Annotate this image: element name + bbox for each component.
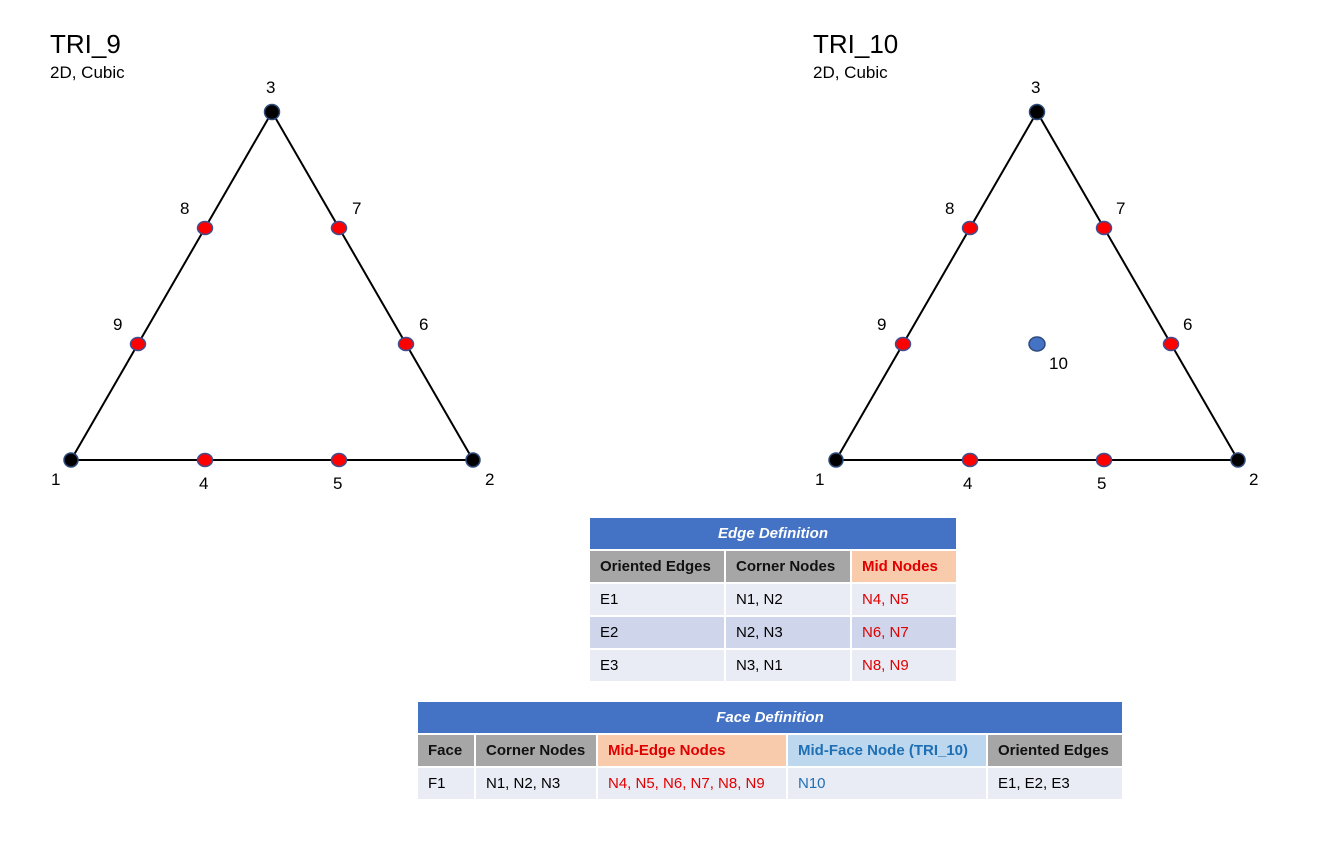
face-table-caption: Face Definition bbox=[418, 702, 1122, 733]
tri9-node-7 bbox=[330, 220, 348, 236]
tri10-node-3 bbox=[1028, 103, 1046, 121]
tri10-node-1 bbox=[828, 452, 844, 468]
tri9-diagram: 1 2 3 4 5 6 7 8 9 bbox=[51, 78, 494, 493]
table-row: E1 N1, N2 N4, N5 bbox=[590, 584, 956, 615]
edge-header-mid-nodes: Mid Nodes bbox=[852, 551, 956, 582]
tri9-node-4 bbox=[196, 452, 214, 468]
edge-header-oriented-edges: Oriented Edges bbox=[590, 551, 724, 582]
tri10-label-9: 9 bbox=[877, 315, 886, 334]
edge-cell: N1, N2 bbox=[726, 584, 850, 615]
tri10-label-7: 7 bbox=[1116, 199, 1125, 218]
tri9-node-2 bbox=[465, 452, 481, 468]
tri9-node-5 bbox=[330, 452, 348, 468]
tri9-subtitle: 2D, Cubic bbox=[50, 63, 125, 82]
edge-cell: N2, N3 bbox=[726, 617, 850, 648]
tri10-label-3: 3 bbox=[1031, 78, 1040, 97]
edge-cell: E2 bbox=[590, 617, 724, 648]
tri10-label-4: 4 bbox=[963, 474, 972, 493]
tri10-node-7 bbox=[1095, 220, 1113, 236]
face-header-mid-edge-nodes: Mid-Edge Nodes bbox=[598, 735, 786, 766]
tri9-label-9: 9 bbox=[113, 315, 122, 334]
face-header-corner-nodes: Corner Nodes bbox=[476, 735, 596, 766]
table-row: F1 N1, N2, N3 N4, N5, N6, N7, N8, N9 N10… bbox=[418, 768, 1122, 799]
edge-cell: N4, N5 bbox=[852, 584, 956, 615]
tri9-node-3 bbox=[263, 103, 281, 121]
tri9-label-8: 8 bbox=[180, 199, 189, 218]
tri9-label-2: 2 bbox=[485, 470, 494, 489]
tri9-node-1 bbox=[63, 452, 79, 468]
edge-cell: N8, N9 bbox=[852, 650, 956, 681]
tri10-node-4 bbox=[961, 452, 979, 468]
edge-cell: N3, N1 bbox=[726, 650, 850, 681]
face-header-oriented-edges: Oriented Edges bbox=[988, 735, 1122, 766]
tri10-diagram: 1 2 3 4 5 6 7 8 9 10 bbox=[815, 78, 1258, 493]
edge-cell: E1 bbox=[590, 584, 724, 615]
tri10-label-10: 10 bbox=[1049, 354, 1068, 373]
table-row: E3 N3, N1 N8, N9 bbox=[590, 650, 956, 681]
face-cell: N10 bbox=[788, 768, 986, 799]
tri10-node-2 bbox=[1230, 452, 1246, 468]
tri10-label-1: 1 bbox=[815, 470, 824, 489]
face-cell: F1 bbox=[418, 768, 474, 799]
tri9-label-5: 5 bbox=[333, 474, 342, 493]
tri9-node-8 bbox=[196, 220, 214, 236]
tri9-label-7: 7 bbox=[352, 199, 361, 218]
tri10-node-5 bbox=[1095, 452, 1113, 468]
tri9-title: TRI_9 bbox=[50, 29, 121, 59]
edge-header-corner-nodes: Corner Nodes bbox=[726, 551, 850, 582]
face-cell: E1, E2, E3 bbox=[988, 768, 1122, 799]
tri9-node-6 bbox=[397, 336, 415, 352]
tri10-node-6 bbox=[1162, 336, 1180, 352]
tri10-node-10 bbox=[1028, 336, 1046, 352]
tri10-label-5: 5 bbox=[1097, 474, 1106, 493]
face-definition-table: Face Definition Face Corner Nodes Mid-Ed… bbox=[416, 700, 1124, 801]
edge-cell: N6, N7 bbox=[852, 617, 956, 648]
tri9-triangle bbox=[69, 110, 475, 461]
tri10-label-2: 2 bbox=[1249, 470, 1258, 489]
tri10-title: TRI_10 bbox=[813, 29, 899, 59]
tri9-label-6: 6 bbox=[419, 315, 428, 334]
tri9-label-1: 1 bbox=[51, 470, 60, 489]
edge-definition-table: Edge Definition Oriented Edges Corner No… bbox=[588, 516, 958, 683]
face-header-face: Face bbox=[418, 735, 474, 766]
tri9-label-4: 4 bbox=[199, 474, 208, 493]
edge-table-caption: Edge Definition bbox=[590, 518, 956, 549]
tri9-node-9 bbox=[129, 336, 147, 352]
face-header-mid-face-node: Mid-Face Node (TRI_10) bbox=[788, 735, 986, 766]
tri10-node-9 bbox=[894, 336, 912, 352]
face-cell: N1, N2, N3 bbox=[476, 768, 596, 799]
table-row: E2 N2, N3 N6, N7 bbox=[590, 617, 956, 648]
face-cell: N4, N5, N6, N7, N8, N9 bbox=[598, 768, 786, 799]
tri10-subtitle: 2D, Cubic bbox=[813, 63, 888, 82]
edge-cell: E3 bbox=[590, 650, 724, 681]
tri10-label-6: 6 bbox=[1183, 315, 1192, 334]
tri10-label-8: 8 bbox=[945, 199, 954, 218]
tri10-triangle bbox=[834, 110, 1240, 461]
tri9-label-3: 3 bbox=[266, 78, 275, 97]
tri10-node-8 bbox=[961, 220, 979, 236]
